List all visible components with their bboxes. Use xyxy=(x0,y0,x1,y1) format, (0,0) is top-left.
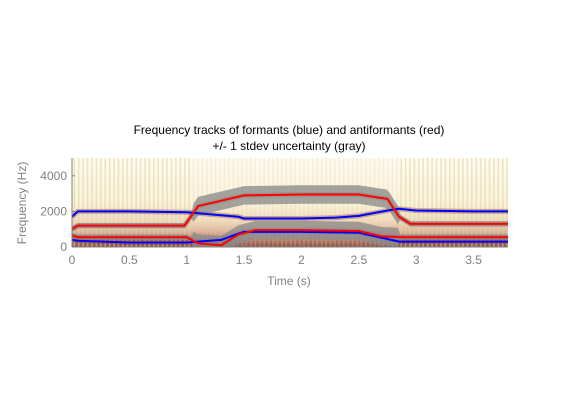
axes: 0 0.5 1 1.5 2 2.5 3 3.5 0 2000 4000 xyxy=(40,158,508,267)
x-tick-label: 1 xyxy=(183,253,190,267)
uncertainty-band xyxy=(72,185,508,247)
frequency-tracks xyxy=(72,193,508,247)
y-axis-label: Frequency (Hz) xyxy=(15,162,29,245)
x-tick-label: 0 xyxy=(69,253,76,267)
uncertainty-area xyxy=(72,220,508,247)
antiformant-track-2 xyxy=(72,193,508,231)
y-tick-label: 2000 xyxy=(40,204,67,218)
x-axis-label: Time (s) xyxy=(267,274,311,288)
x-tick-label: 2.5 xyxy=(350,253,367,267)
spectrogram xyxy=(72,158,508,247)
formant-track-0 xyxy=(72,207,508,220)
x-tick-label: 3.5 xyxy=(465,253,482,267)
x-tick-label: 2 xyxy=(298,253,305,267)
x-tick-label: 3 xyxy=(413,253,420,267)
y-tick-label: 4000 xyxy=(40,169,67,183)
y-tick-label: 0 xyxy=(60,240,67,254)
x-tick-label: 1.5 xyxy=(236,253,253,267)
chart-subtitle: +/- 1 stdev uncertainty (gray) xyxy=(212,139,365,153)
formant-track-1 xyxy=(72,230,508,244)
uncertainty-area xyxy=(72,185,508,232)
chart-title: Frequency tracks of formants (blue) and … xyxy=(134,123,445,137)
x-tick-label: 0.5 xyxy=(121,253,138,267)
antiformant-track-3 xyxy=(72,229,508,247)
